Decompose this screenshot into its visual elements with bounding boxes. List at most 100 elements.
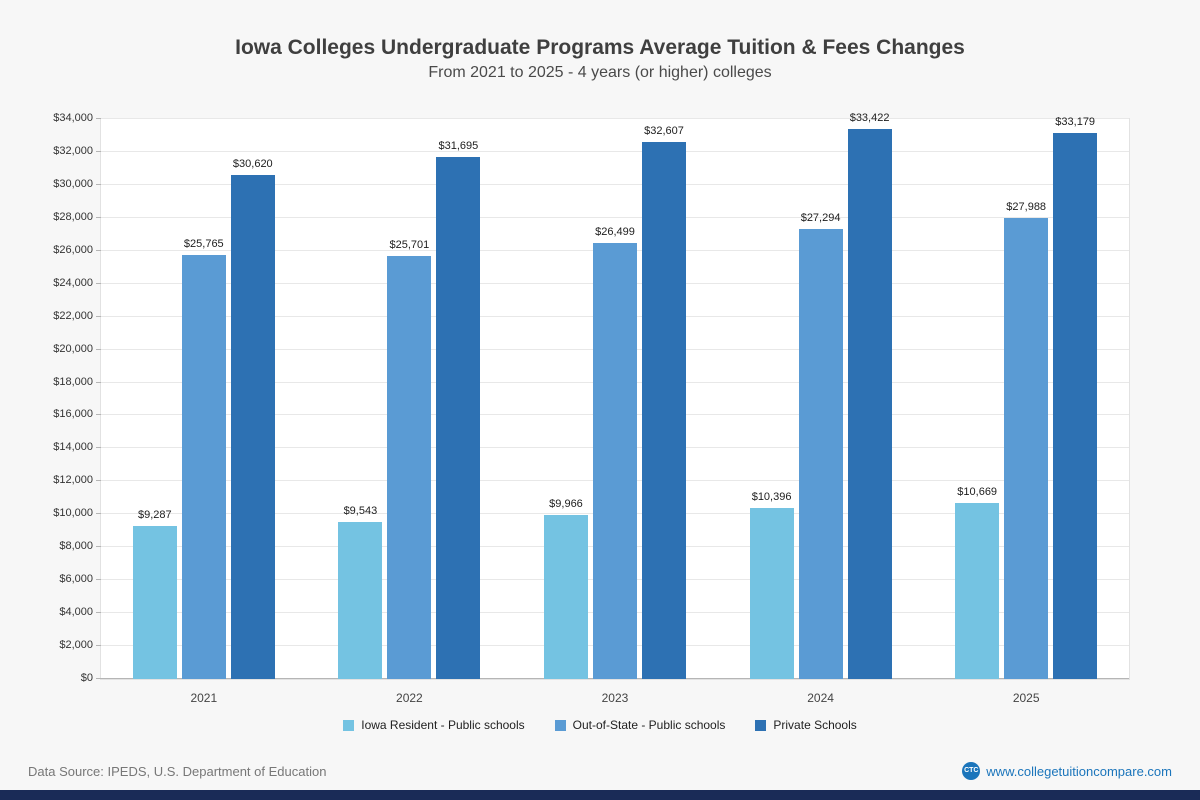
bar: $9,287 [132,509,177,679]
value-label: $9,287 [137,509,172,522]
y-tick-label: $14,000 [53,441,93,454]
y-tick-label: $30,000 [53,177,93,190]
y-tick-label: $26,000 [53,243,93,256]
y-tick-label: $0 [80,672,93,684]
gridline: $34,000 [53,112,1129,124]
bar: $32,607 [641,125,686,679]
value-label: $31,695 [438,139,479,152]
bar: $10,669 [955,486,1000,679]
y-tick-mark [96,348,101,350]
footer: Data Source: IPEDS, U.S. Department of E… [28,762,1172,780]
y-tick-mark [96,414,101,416]
gridline: $28,000 [53,211,1129,223]
bar: $33,422 [847,112,892,679]
bar: $26,499 [592,226,637,679]
x-axis-label: 2022 [396,691,423,705]
y-tick-label: $34,000 [53,112,93,124]
y-tick-mark [96,249,101,251]
bar: $33,179 [1053,116,1098,679]
y-tick-label: $28,000 [53,210,93,223]
bar: $27,294 [798,212,843,679]
y-tick-mark [96,315,101,317]
bar-groups: $9,287 $25,765 $30,620 2021 $9,543 $25,701 $31… [101,112,1129,705]
value-label: $32,607 [644,124,684,137]
legend-swatch [755,719,767,731]
value-label: $10,669 [957,486,998,499]
y-tick-mark [96,118,101,119]
legend: Iowa Resident - Public schools Out-of-Sta… [0,718,1200,732]
x-axis-label: 2025 [1012,691,1040,705]
y-tick-mark [96,381,101,383]
bottom-accent-bar [0,790,1200,800]
bar-group-2025: $10,669 $27,988 $33,179 2025 [923,116,1129,705]
chart-title: Iowa Colleges Undergraduate Programs Ave… [235,36,965,59]
y-tick-label: $24,000 [53,276,93,289]
y-tick-label: $16,000 [53,408,93,421]
y-tick-mark [96,480,101,482]
bar-group-2023: $9,966 $26,499 $32,607 2023 [512,119,718,705]
chart-subtitle: From 2021 to 2025 - 4 years (or higher) … [428,64,772,81]
plot-area: $0 $2,000 $4,000 $6,000 $8,000 $10,000 $12,000… [53,112,1130,705]
y-tick-label: $10,000 [53,507,93,520]
data-source-text: Data Source: IPEDS, U.S. Department of E… [28,763,327,779]
value-label: $33,422 [849,111,890,124]
bar: $25,701 [387,239,432,679]
bar: $10,396 [749,491,794,679]
legend-item: Out-of-State - Public schools [554,718,726,732]
bar: $9,966 [543,498,588,679]
y-tick-mark [96,150,101,152]
value-label: $9,543 [343,504,378,517]
bar: $27,988 [1004,201,1049,679]
y-tick-label: $2,000 [59,639,93,652]
y-tick-label: $12,000 [53,474,93,487]
x-axis-label: 2021 [190,691,218,705]
y-tick-mark [96,546,101,548]
value-label: $25,701 [389,238,430,251]
value-label: $26,499 [595,225,635,238]
y-tick-mark [96,183,101,185]
value-label: $27,988 [1006,201,1047,214]
y-tick-mark [96,645,101,647]
value-label: $27,294 [800,212,841,225]
y-tick-label: $32,000 [53,144,93,157]
y-tick-label: $8,000 [59,540,93,553]
value-label: $9,966 [549,497,583,510]
legend-label: Iowa Resident - Public schools [361,718,525,732]
website-url: www.collegetuitioncompare.com [986,763,1172,779]
gridline: $32,000 [53,145,1129,157]
legend-item: Iowa Resident - Public schools [343,718,525,732]
y-tick-mark [96,612,101,614]
value-label: $33,179 [1055,115,1096,128]
y-tick-mark [96,678,101,679]
bar: $9,543 [338,505,383,679]
bar-group-2022: $9,543 $25,701 $31,695 2022 [307,119,513,705]
website-link[interactable]: CTC www.collegetuitioncompare.com [962,762,1172,780]
bar: $31,695 [436,140,481,679]
value-label: $25,765 [183,237,224,250]
legend-label: Out-of-State - Public schools [572,718,726,732]
y-tick-label: $22,000 [53,309,93,322]
legend-item: Private Schools [755,718,857,732]
y-tick-label: $20,000 [53,342,93,355]
y-tick-label: $18,000 [53,375,93,388]
legend-label: Private Schools [773,718,857,732]
y-tick-mark [96,513,101,515]
y-tick-mark [96,282,101,284]
value-label: $10,396 [751,490,792,503]
bar: $25,765 [181,238,226,679]
x-axis-label: 2023 [601,691,629,705]
legend-swatch [343,719,355,731]
y-tick-label: $6,000 [59,573,93,586]
y-tick-label: $4,000 [59,606,93,619]
x-axis-label: 2024 [807,691,834,705]
y-tick-mark [96,447,101,449]
gridline: $30,000 [53,178,1129,190]
bar: $30,620 [230,158,275,679]
ctc-logo-icon: CTC [962,762,981,780]
bar-group-2024: $10,396 $27,294 $33,422 2024 [718,112,924,705]
value-label: $30,620 [232,157,273,170]
y-tick-mark [96,216,101,218]
legend-swatch [554,719,566,731]
bar-group-2021: $9,287 $25,765 $30,620 2021 [101,119,307,705]
